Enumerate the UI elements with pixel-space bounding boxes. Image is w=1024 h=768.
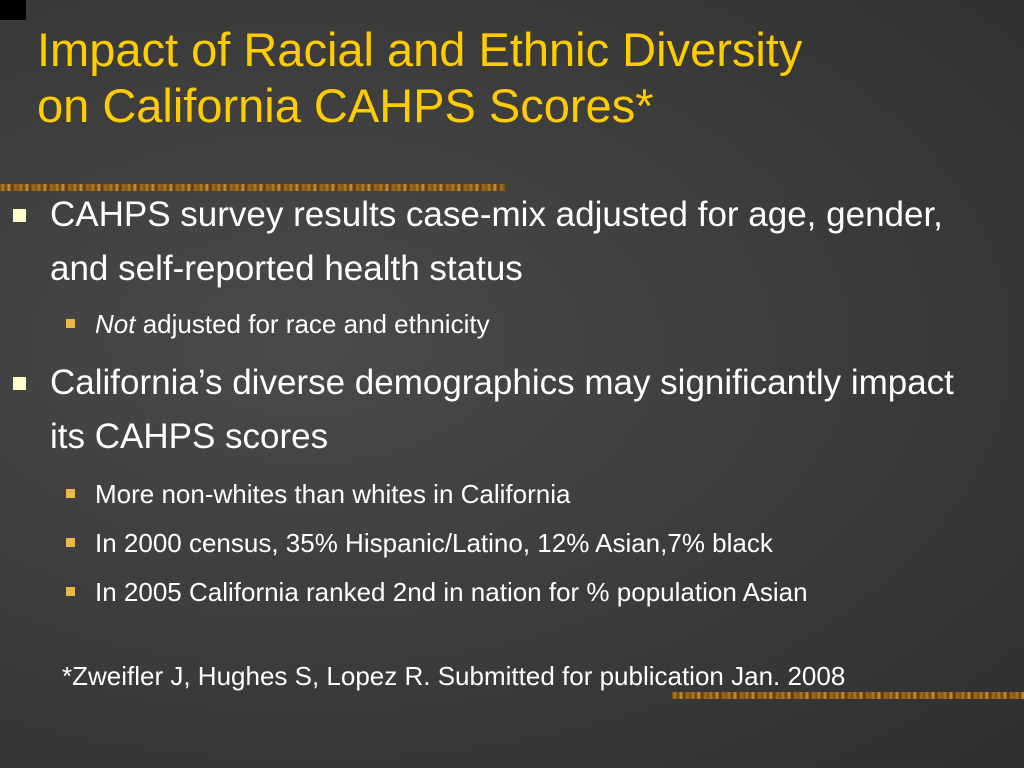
slide-title: Impact of Racial and Ethnic Diversity on… <box>37 22 997 134</box>
square-bullet-icon <box>66 538 75 547</box>
subbullet-not-adjusted: Not adjusted for race and ethnicity <box>66 304 995 344</box>
subbullet-text: More non-whites than whites in Californi… <box>95 479 571 509</box>
square-bullet-icon <box>13 209 26 222</box>
square-bullet-icon <box>13 377 26 390</box>
bullet-text: California’s diverse demographics may si… <box>50 363 954 456</box>
square-bullet-icon <box>66 587 75 596</box>
citation-footnote: *Zweifler J, Hughes S, Lopez R. Submitte… <box>62 661 846 691</box>
emphasis-not: Not <box>95 309 136 339</box>
subbullet-text: In 2000 census, 35% Hispanic/Latino, 12%… <box>95 528 773 558</box>
subbullet-non-whites: More non-whites than whites in Californi… <box>66 474 995 514</box>
corner-mark <box>0 0 26 20</box>
bullet-case-mix: CAHPS survey results case-mix adjusted f… <box>13 188 970 296</box>
subbullet-text: In 2005 California ranked 2nd in nation … <box>95 577 808 607</box>
square-bullet-icon <box>66 319 75 328</box>
title-line-2: on California CAHPS Scores* <box>37 79 654 132</box>
subbullet-rank-2005: In 2005 California ranked 2nd in nation … <box>66 572 995 612</box>
subbullet-text: adjusted for race and ethnicity <box>135 309 490 339</box>
title-divider <box>0 184 505 191</box>
bottom-divider <box>672 692 1024 699</box>
subbullet-census-2000: In 2000 census, 35% Hispanic/Latino, 12%… <box>66 523 995 563</box>
square-bullet-icon <box>66 489 75 498</box>
bullet-text: CAHPS survey results case-mix adjusted f… <box>50 195 943 288</box>
title-line-1: Impact of Racial and Ethnic Diversity <box>37 23 803 76</box>
bullet-demographics: California’s diverse demographics may si… <box>13 356 970 464</box>
